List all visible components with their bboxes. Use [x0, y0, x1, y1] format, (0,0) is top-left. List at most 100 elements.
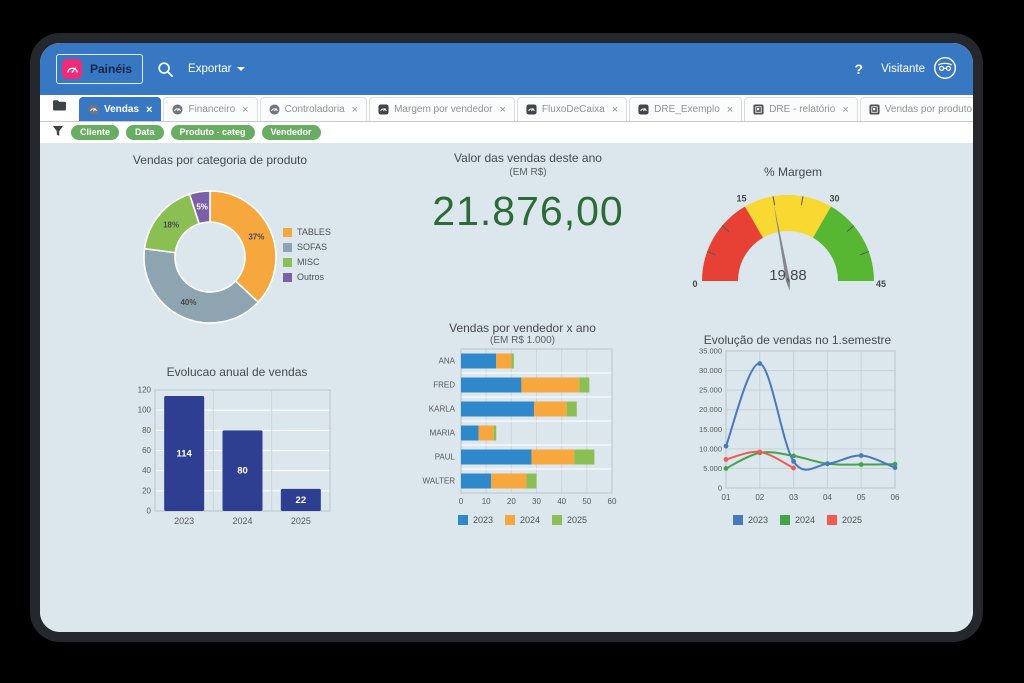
bar-chart-title: Evolucao anual de vendas: [166, 365, 308, 379]
tab-close-icon[interactable]: ×: [842, 103, 849, 116]
svg-text:PAUL: PAUL: [435, 453, 456, 462]
legend-swatch-icon: [283, 242, 292, 252]
filter-funnel-icon[interactable]: [52, 124, 64, 142]
export-menu[interactable]: Exportar: [188, 63, 245, 75]
svg-text:35.000: 35.000: [699, 347, 722, 356]
legend-item: 2024: [779, 515, 816, 525]
svg-text:WALTER: WALTER: [423, 477, 456, 486]
legend-label: 2025: [842, 515, 863, 525]
stacked-bar-legend: 2023 2024 2025: [400, 515, 645, 525]
legend-label: 2023: [747, 515, 768, 525]
legend-swatch-icon: [504, 515, 515, 525]
svg-text:19,88: 19,88: [769, 267, 807, 284]
legend-label: TABLES: [297, 227, 331, 237]
legend-label: 2025: [567, 515, 588, 525]
tab-close-icon[interactable]: ×: [242, 103, 249, 116]
report-icon: [753, 104, 764, 115]
svg-text:20.000: 20.000: [699, 405, 722, 414]
svg-text:50: 50: [582, 497, 591, 506]
tab-fluxodecaixa[interactable]: FluxoDeCaixa ×: [516, 97, 628, 121]
svg-text:04: 04: [823, 493, 832, 502]
tab-close-icon[interactable]: ×: [146, 103, 153, 116]
legend-item: 2024: [504, 515, 540, 525]
filter-chip-data[interactable]: Data: [126, 125, 164, 140]
svg-text:2023: 2023: [174, 516, 194, 526]
gauge-circle-icon: [269, 104, 280, 115]
svg-text:30: 30: [829, 193, 839, 203]
svg-text:03: 03: [789, 493, 798, 502]
annual-bar-chart[interactable]: 0 20 40 60 80 100 120 114 2023 80 2024 22 2025: [128, 381, 368, 531]
svg-text:25.000: 25.000: [699, 386, 722, 395]
gauge-circle-icon: [88, 104, 99, 115]
svg-text:20: 20: [142, 486, 151, 495]
filter-chip-cliente[interactable]: Cliente: [71, 125, 120, 140]
search-icon[interactable]: [157, 61, 174, 78]
gauge-square-icon: [638, 104, 649, 115]
filter-chip-vendedor[interactable]: Vendedor: [261, 125, 321, 140]
svg-text:80: 80: [142, 426, 151, 435]
tab-financeiro[interactable]: Financeiro ×: [163, 97, 258, 121]
tab-vendas-por-produto[interactable]: Vendas por produto×: [859, 97, 973, 121]
tab-dre-relatorio[interactable]: DRE - relatório ×: [744, 97, 858, 121]
folder-icon[interactable]: [52, 98, 67, 116]
svg-text:5.000: 5.000: [703, 464, 722, 473]
filter-chip-list: Cliente Data Produto - categ Vendedor: [71, 125, 321, 140]
svg-text:0: 0: [147, 507, 152, 516]
tab-close-icon[interactable]: ×: [611, 103, 619, 116]
paineis-button[interactable]: Painéis: [56, 54, 144, 84]
tab-vendas[interactable]: Vendas ×: [79, 97, 162, 121]
svg-text:0: 0: [459, 497, 464, 506]
caret-down-icon: [236, 67, 245, 71]
legend-item: 2023: [457, 515, 493, 525]
tab-controladoria[interactable]: Controladoria ×: [259, 97, 368, 121]
help-button[interactable]: ?: [854, 61, 864, 77]
tab-bar: Vendas × Financeiro × Controladoria × Margem p…: [40, 95, 973, 122]
report-icon: [869, 104, 880, 115]
tab-margem-por-vendedor[interactable]: Margem por vendedor ×: [369, 97, 515, 121]
svg-text:01: 01: [722, 493, 731, 502]
tab-close-icon[interactable]: ×: [726, 103, 734, 116]
svg-text:22: 22: [296, 495, 307, 506]
svg-text:60: 60: [608, 497, 617, 506]
tab-close-icon[interactable]: ×: [351, 103, 359, 116]
legend-item: Outros: [283, 272, 331, 282]
gauge-circle-icon: [172, 104, 184, 115]
svg-text:18%: 18%: [163, 220, 179, 229]
legend-swatch-icon: [552, 515, 563, 525]
legend-label: 2024: [794, 515, 816, 525]
filter-bar: Cliente Data Produto - categ Vendedor: [40, 122, 973, 143]
legend-swatch-icon: [827, 515, 838, 525]
svg-text:10: 10: [482, 497, 491, 506]
legend-item: 2023: [732, 515, 768, 525]
tab-dre-exemplo[interactable]: DRE_Exemplo ×: [629, 97, 743, 121]
svg-text:ANA: ANA: [439, 357, 456, 366]
svg-text:20: 20: [507, 497, 516, 506]
legend-item: SOFAS: [283, 242, 331, 252]
legend-swatch-icon: [283, 272, 292, 282]
tab-label: DRE - relatório: [769, 104, 836, 115]
stacked-bar-title: Vendas por vendedor x ano: [449, 321, 596, 335]
legend-item: TABLES: [283, 227, 331, 237]
svg-text:120: 120: [138, 386, 152, 395]
legend-label: MISC: [297, 257, 320, 267]
tab-label: Margem por vendedor: [394, 104, 493, 115]
legend-item: 2025: [827, 515, 862, 525]
donut-chart[interactable]: 37% 40% 18% 5%: [130, 177, 290, 337]
user-menu[interactable]: Visitante: [881, 56, 957, 83]
seller-stacked-bar-chart[interactable]: 0 10 20 30 40 50 60 ANA FRED KARLA MARIA PAUL WALTER: [408, 343, 638, 509]
gauge-square-icon: [378, 104, 389, 115]
svg-text:05: 05: [857, 493, 866, 502]
paineis-label: Painéis: [90, 62, 133, 76]
legend-swatch-icon: [732, 515, 743, 525]
svg-text:0: 0: [718, 484, 722, 493]
tab-list: Vendas × Financeiro × Controladoria × Margem p…: [79, 95, 973, 121]
kpi-title: Valor das vendas deste ano: [454, 151, 602, 165]
tab-close-icon[interactable]: ×: [499, 103, 506, 116]
margin-gauge-chart[interactable]: 0 15 30 45 19,88: [683, 189, 893, 293]
semester-line-chart[interactable]: 0 5.000 10.000 15.000 20.000 25.000 30.000 35.0…: [680, 345, 915, 507]
svg-text:2024: 2024: [232, 516, 252, 526]
filter-chip-produto-categ[interactable]: Produto - categ: [170, 125, 255, 140]
svg-text:100: 100: [138, 406, 152, 415]
svg-text:KARLA: KARLA: [429, 405, 456, 414]
svg-text:40%: 40%: [180, 298, 196, 307]
